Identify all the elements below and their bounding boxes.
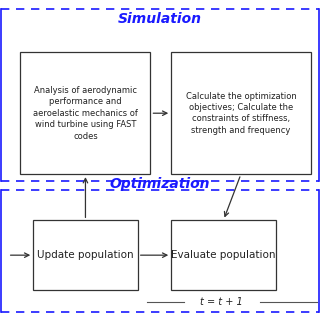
Text: t = t + 1: t = t + 1	[201, 297, 243, 307]
Text: Optimization: Optimization	[110, 177, 210, 191]
FancyBboxPatch shape	[20, 52, 150, 174]
Text: Calculate the optimization
objectives; Calculate the
constraints of stiffness,
s: Calculate the optimization objectives; C…	[186, 92, 296, 135]
Text: Update population: Update population	[37, 250, 134, 260]
FancyBboxPatch shape	[171, 52, 311, 174]
Text: Analysis of aerodynamic
performance and
aeroelastic mechanics of
wind turbine us: Analysis of aerodynamic performance and …	[33, 86, 138, 140]
FancyBboxPatch shape	[171, 220, 276, 290]
Text: Simulation: Simulation	[118, 12, 202, 26]
FancyBboxPatch shape	[33, 220, 138, 290]
Text: Evaluate population: Evaluate population	[171, 250, 276, 260]
